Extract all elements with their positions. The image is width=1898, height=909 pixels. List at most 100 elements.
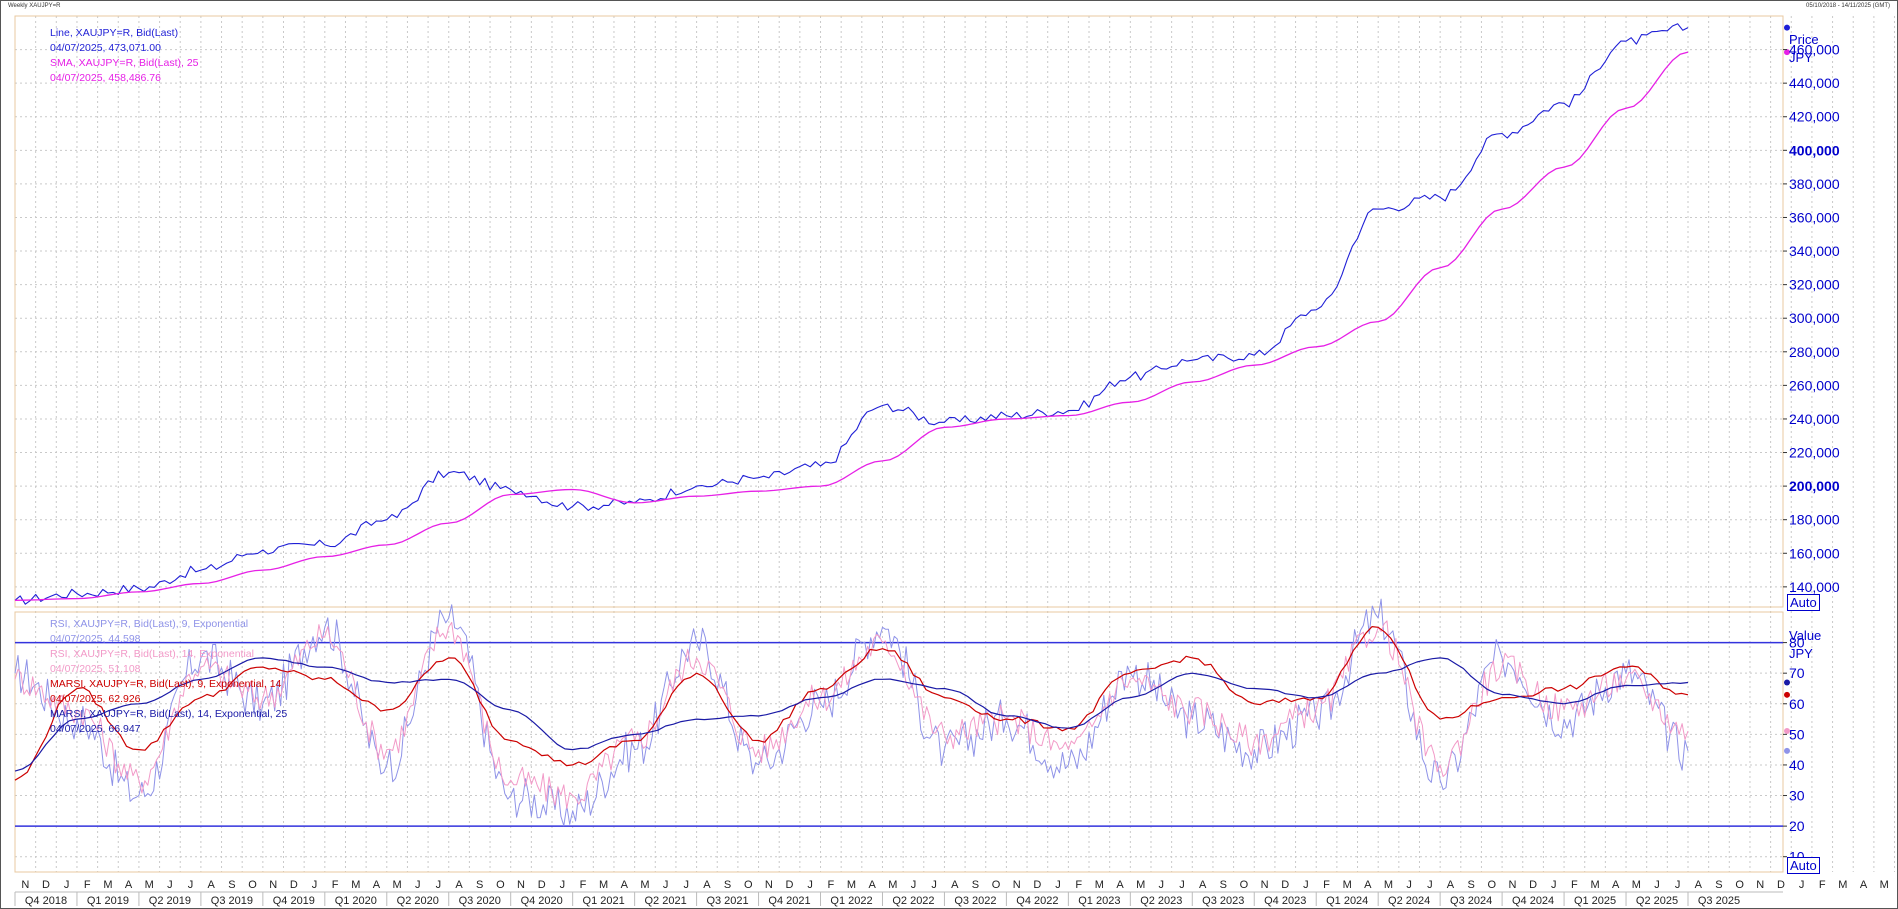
- month-tick-label: N: [1508, 879, 1516, 891]
- price-tick-label: 160,000: [1789, 545, 1840, 561]
- series-end-marker-2: [1784, 49, 1790, 56]
- month-tick-label: D: [1033, 879, 1041, 891]
- series-end-marker-1: [1784, 24, 1790, 31]
- month-tick-label: A: [1695, 879, 1703, 891]
- month-tick-label: O: [248, 879, 257, 891]
- month-tick-label: S: [1715, 879, 1722, 891]
- series-end-marker-1: [1784, 747, 1790, 754]
- month-tick-label: J: [312, 879, 318, 891]
- month-tick-label: M: [103, 879, 112, 891]
- month-tick-label: J: [1159, 879, 1165, 891]
- month-tick-label: A: [703, 879, 711, 891]
- month-tick-label: A: [373, 879, 381, 891]
- price-axis-unit: JPY: [1789, 50, 1813, 65]
- month-tick-label: S: [476, 879, 483, 891]
- month-tick-label: A: [208, 879, 216, 891]
- month-tick-label: D: [786, 879, 794, 891]
- month-tick-label: F: [1075, 879, 1082, 891]
- quarter-tick-label: Q4 2018: [25, 895, 67, 907]
- legend-entry-value: 04/07/2025, 473,071.00: [50, 42, 161, 54]
- month-tick-label: J: [560, 879, 566, 891]
- month-tick-label: M: [1590, 879, 1599, 891]
- month-tick-label: M: [599, 879, 608, 891]
- month-tick-label: N: [517, 879, 525, 891]
- value-axis-title: Value: [1789, 628, 1822, 643]
- legend-entry-value: 04/07/2025, 51.108: [50, 663, 141, 675]
- price-auto-scale-button[interactable]: Auto: [1787, 594, 1820, 611]
- month-tick-label: J: [436, 879, 442, 891]
- month-tick-label: F: [332, 879, 339, 891]
- month-tick-label: N: [269, 879, 277, 891]
- month-tick-label: J: [1675, 879, 1681, 891]
- y-axis-ticks: 140,000 160,000 180,000 200,000 220,000 240,0…: [1783, 42, 1840, 865]
- value-tick-label: 50: [1789, 726, 1805, 742]
- month-tick-label: D: [42, 879, 50, 891]
- month-tick-label: N: [1756, 879, 1764, 891]
- price-tick-label: 180,000: [1789, 512, 1840, 528]
- window-title: Weekly XAUJPY=R: [8, 3, 61, 9]
- quarter-tick-label: Q2 2021: [645, 895, 687, 907]
- quarter-tick-label: Q3 2022: [954, 895, 996, 907]
- quarter-tick-label: Q1 2024: [1326, 895, 1368, 907]
- quarter-tick-label: Q4 2024: [1512, 895, 1554, 907]
- quarter-tick-label: Q3 2024: [1450, 895, 1492, 907]
- quarter-tick-label: Q2 2020: [397, 895, 439, 907]
- series-line-4: [14, 657, 1689, 772]
- quarter-tick-label: Q1 2022: [830, 895, 872, 907]
- price-tick-label: 440,000: [1789, 75, 1840, 91]
- legend-entry-label: SMA, XAUJPY=R, Bid(Last), 25: [50, 57, 199, 69]
- month-tick-label: J: [1179, 879, 1185, 891]
- series-line-2: [14, 51, 1689, 601]
- price-series-group: [14, 23, 1790, 605]
- month-tick-label: J: [1303, 879, 1309, 891]
- quarter-tick-label: Q1 2023: [1078, 895, 1120, 907]
- month-tick-label: M: [1095, 879, 1104, 891]
- month-tick-label: S: [972, 879, 979, 891]
- value-tick-label: 20: [1789, 818, 1805, 834]
- series-end-marker-4: [1784, 679, 1790, 686]
- month-tick-label: N: [1261, 879, 1269, 891]
- month-tick-label: J: [663, 879, 669, 891]
- legend-entry-value: 04/07/2025, 66.947: [50, 723, 141, 735]
- month-tick-label: A: [1116, 879, 1124, 891]
- quarter-tick-label: Q1 2019: [87, 895, 129, 907]
- value-auto-scale-button[interactable]: Auto: [1787, 857, 1820, 874]
- month-tick-label: S: [1467, 879, 1474, 891]
- quarter-tick-label: Q3 2019: [211, 895, 253, 907]
- month-tick-label: J: [807, 879, 813, 891]
- month-tick-label: F: [580, 879, 587, 891]
- price-tick-label: 280,000: [1789, 344, 1840, 360]
- month-tick-label: J: [1654, 879, 1660, 891]
- month-tick-label: M: [847, 879, 856, 891]
- month-tick-label: N: [765, 879, 773, 891]
- price-tick-label: 240,000: [1789, 411, 1840, 427]
- month-tick-label: A: [1612, 879, 1620, 891]
- quarter-tick-label: Q2 2022: [892, 895, 934, 907]
- legend-entry-label: MARSI, XAUJPY=R, Bid(Last), 14, Exponent…: [50, 708, 288, 720]
- quarter-tick-label: Q2 2023: [1140, 895, 1182, 907]
- month-tick-label: F: [1323, 879, 1330, 891]
- month-tick-label: S: [228, 879, 235, 891]
- month-tick-label: A: [951, 879, 959, 891]
- legend-entry-label: MARSI, XAUJPY=R, Bid(Last), 9, Exponenti…: [50, 678, 282, 690]
- month-tick-label: S: [1220, 879, 1227, 891]
- quarter-tick-label: Q3 2021: [706, 895, 748, 907]
- value-tick-label: 40: [1789, 757, 1805, 773]
- month-tick-label: M: [1838, 879, 1847, 891]
- month-tick-label: A: [1199, 879, 1207, 891]
- month-tick-label: O: [1487, 879, 1496, 891]
- month-tick-label: M: [393, 879, 402, 891]
- quarter-tick-label: Q3 2020: [459, 895, 501, 907]
- month-tick-label: A: [621, 879, 629, 891]
- value-tick-label: 70: [1789, 665, 1805, 681]
- month-tick-label: J: [911, 879, 917, 891]
- price-tick-label: 420,000: [1789, 109, 1840, 125]
- date-range: 05/10/2018 - 14/11/2025 (GMT): [1806, 3, 1890, 9]
- series-end-marker-3: [1784, 691, 1790, 698]
- value-axis-unit: JPY: [1789, 646, 1813, 661]
- month-tick-label: J: [1055, 879, 1061, 891]
- value-tick-label: 60: [1789, 696, 1805, 712]
- quarter-tick-label: Q1 2021: [583, 895, 625, 907]
- quarter-tick-label: Q3 2023: [1202, 895, 1244, 907]
- price-tick-label: 200,000: [1789, 478, 1840, 494]
